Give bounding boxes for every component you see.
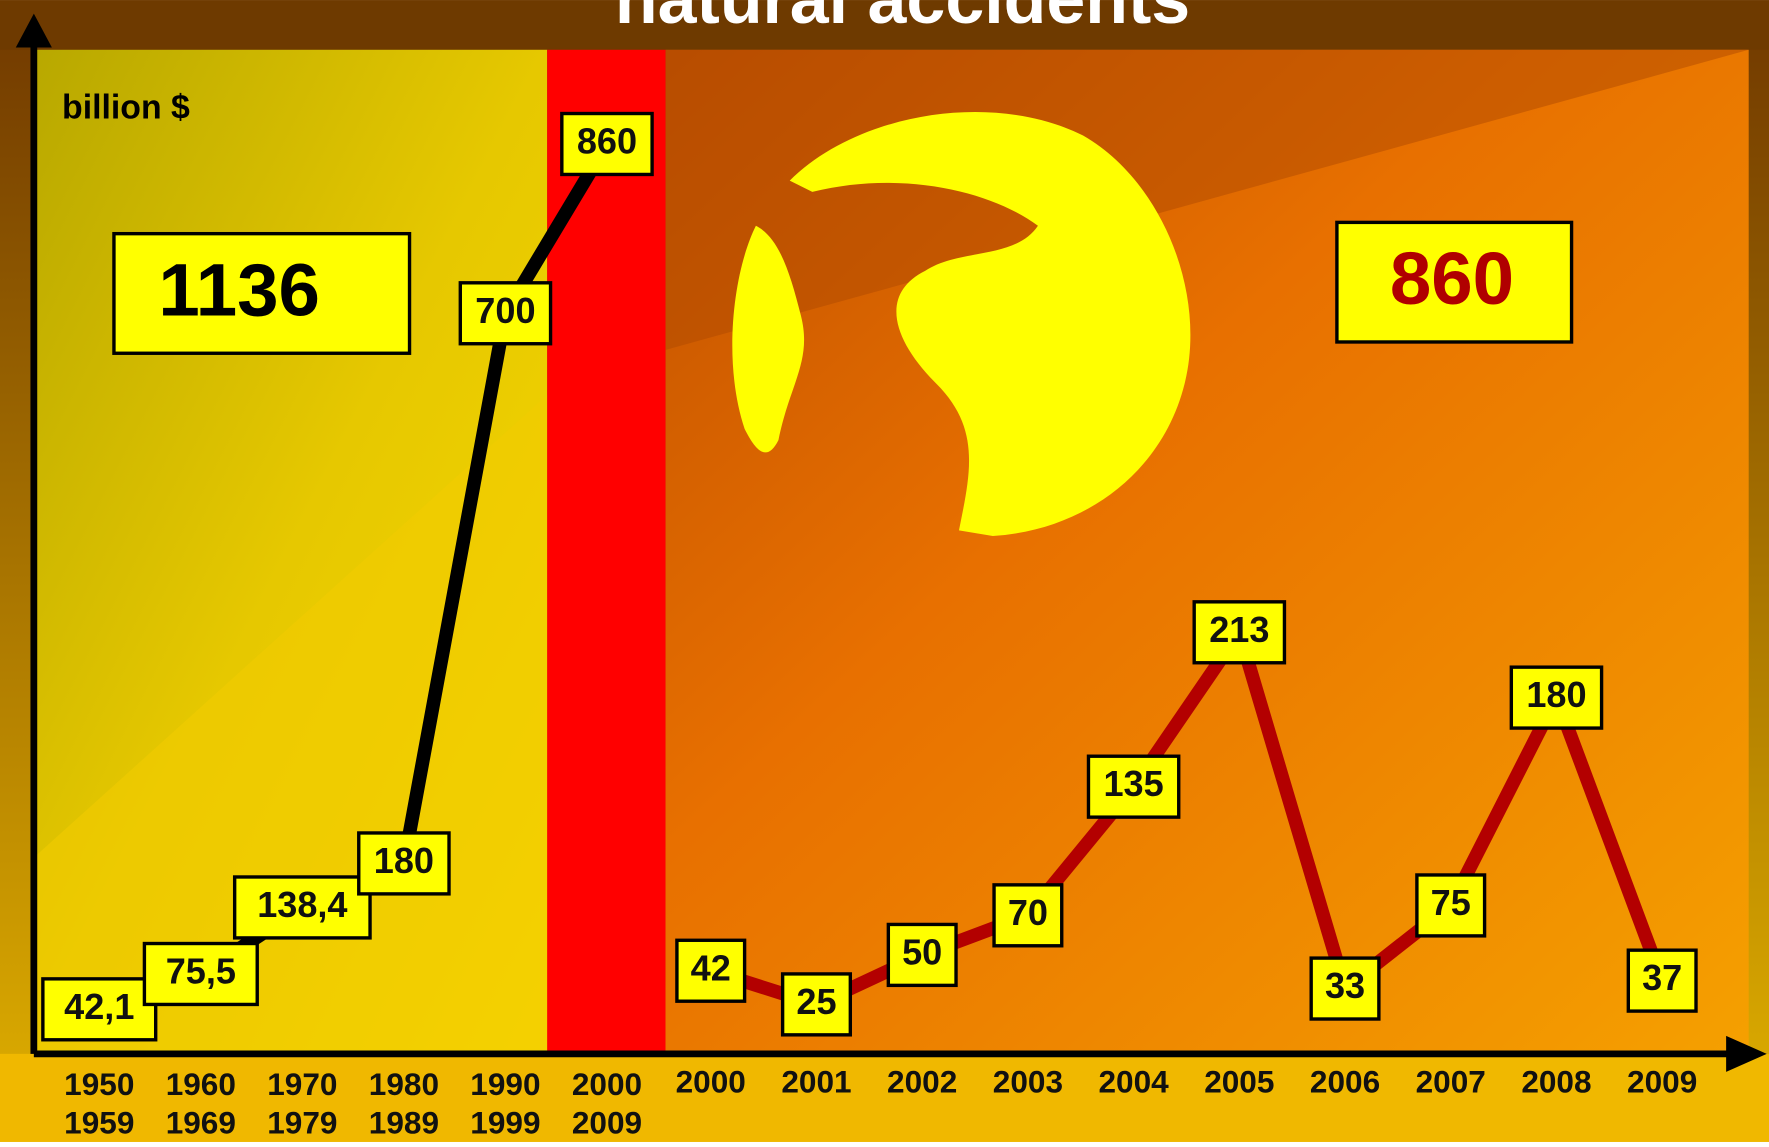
x-tick-label: 1960	[166, 1066, 236, 1102]
data-label: 42,1	[64, 986, 134, 1027]
value-box	[458, 281, 553, 346]
value-box	[560, 111, 654, 177]
x-tick-label: 2005	[1204, 1064, 1274, 1100]
x-tick-label: 2004	[1098, 1064, 1169, 1100]
x-tick-label: 2003	[993, 1064, 1063, 1100]
x-tick-label: 2000	[572, 1066, 642, 1102]
y-axis-label: billion $	[62, 89, 190, 127]
data-label: 75	[1431, 882, 1471, 923]
data-label: 700	[475, 290, 535, 331]
data-label: 860	[577, 121, 637, 162]
x-tick-label: 1969	[166, 1104, 236, 1140]
globe	[732, 112, 1191, 537]
annotation: 860	[1390, 237, 1514, 320]
x-tick-label: 1950	[64, 1066, 134, 1102]
value-box	[1509, 665, 1604, 730]
value-box	[1415, 873, 1487, 938]
x-tick-label: 1990	[470, 1066, 540, 1102]
x-tick-label: 1989	[369, 1104, 439, 1140]
data-label: 180	[374, 840, 434, 881]
x-tick-label: 1979	[267, 1104, 337, 1140]
x-tick-label: 2000	[676, 1064, 746, 1100]
data-label: 33	[1325, 965, 1365, 1006]
value-box	[1626, 948, 1698, 1013]
x-tick-label: 1970	[267, 1066, 337, 1102]
x-axis-arrow	[1726, 1035, 1767, 1072]
value-box	[780, 972, 853, 1037]
x-tick-label: 2008	[1521, 1064, 1591, 1100]
data-label: 213	[1209, 609, 1269, 650]
value-box	[1086, 754, 1181, 819]
value-box	[357, 831, 451, 896]
value-box	[41, 977, 158, 1042]
axis-strip	[0, 1053, 1769, 1142]
value-box	[992, 883, 1064, 948]
data-label: 25	[796, 981, 836, 1022]
annotation: 1136	[158, 248, 320, 331]
data-label: 50	[902, 931, 942, 972]
x-tick-label: 2001	[781, 1064, 851, 1100]
x-tick-label: 2002	[887, 1064, 957, 1100]
data-label: 180	[1526, 674, 1586, 715]
y-axis-arrow	[15, 13, 52, 48]
value-box	[1192, 600, 1287, 665]
value-box	[675, 938, 747, 1003]
red-band	[547, 49, 666, 1054]
data-label: 42	[691, 947, 731, 988]
x-tick-label: 2006	[1310, 1064, 1380, 1100]
data-label: 135	[1103, 763, 1163, 804]
value-box	[232, 875, 372, 940]
x-tick-label: 1980	[369, 1066, 439, 1102]
value-box	[1309, 956, 1381, 1021]
value-box	[886, 922, 958, 988]
value-box	[142, 941, 259, 1007]
x-tick-label: 2007	[1416, 1064, 1486, 1100]
data-label: 138,4	[257, 884, 347, 925]
x-tick-label: 1959	[64, 1104, 134, 1140]
data-label: 75,5	[166, 951, 236, 992]
series-line	[708, 625, 1669, 1012]
x-tick-label: 2009	[1627, 1064, 1697, 1100]
data-label: 37	[1642, 957, 1682, 998]
data-label: 70	[1008, 892, 1048, 933]
x-tick-label: 1999	[470, 1104, 540, 1140]
x-tick-label: 2009	[572, 1104, 642, 1140]
annotation-box	[112, 231, 412, 355]
chart-title: natural accidents	[615, 0, 1190, 38]
annotation-box	[1335, 220, 1574, 344]
